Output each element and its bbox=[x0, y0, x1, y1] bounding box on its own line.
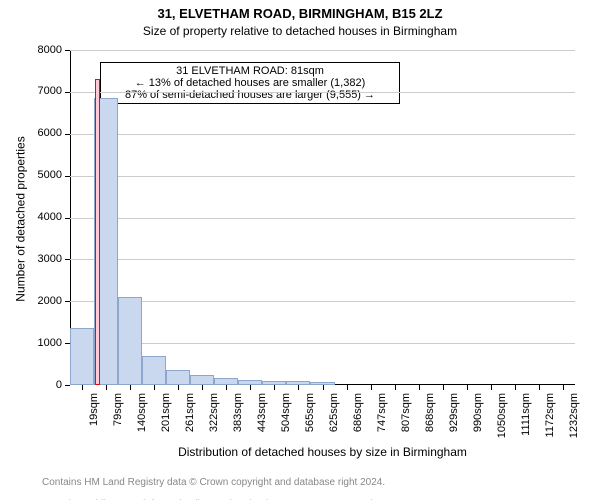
xtick-label: 79sqm bbox=[112, 393, 124, 443]
histogram-bar bbox=[214, 378, 238, 385]
xtick-mark bbox=[178, 385, 179, 390]
xtick-mark bbox=[154, 385, 155, 390]
ytick-label: 1000 bbox=[0, 337, 62, 349]
xtick-mark bbox=[491, 385, 492, 390]
annotation-box: 31 ELVETHAM ROAD: 81sqm ← 13% of detache… bbox=[100, 62, 400, 104]
chart-container: 31, ELVETHAM ROAD, BIRMINGHAM, B15 2LZ S… bbox=[0, 0, 600, 500]
xtick-label: 201sqm bbox=[160, 393, 172, 443]
xtick-mark bbox=[395, 385, 396, 390]
gridline bbox=[70, 301, 575, 302]
ytick-mark bbox=[65, 385, 70, 386]
xtick-label: 990sqm bbox=[472, 393, 484, 443]
xtick-mark bbox=[467, 385, 468, 390]
xtick-label: 868sqm bbox=[424, 393, 436, 443]
xtick-label: 807sqm bbox=[400, 393, 412, 443]
histogram-bar bbox=[166, 370, 190, 385]
ytick-label: 6000 bbox=[0, 127, 62, 139]
xtick-mark bbox=[419, 385, 420, 390]
ytick-label: 8000 bbox=[0, 44, 62, 56]
ytick-mark bbox=[65, 259, 70, 260]
histogram-bar bbox=[70, 328, 94, 385]
x-axis-label: Distribution of detached houses by size … bbox=[70, 445, 575, 459]
gridline bbox=[70, 343, 575, 344]
gridline bbox=[70, 259, 575, 260]
ytick-label: 2000 bbox=[0, 295, 62, 307]
footer-line-1: Contains HM Land Registry data © Crown c… bbox=[42, 477, 385, 488]
histogram-bar bbox=[190, 375, 214, 385]
xtick-label: 19sqm bbox=[88, 393, 100, 443]
xtick-label: 1111sqm bbox=[520, 393, 532, 443]
xtick-label: 1172sqm bbox=[544, 393, 556, 443]
xtick-mark bbox=[106, 385, 107, 390]
ytick-label: 4000 bbox=[0, 211, 62, 223]
xtick-label: 383sqm bbox=[232, 393, 244, 443]
ytick-label: 5000 bbox=[0, 169, 62, 181]
xtick-mark bbox=[298, 385, 299, 390]
xtick-label: 565sqm bbox=[304, 393, 316, 443]
ytick-mark bbox=[65, 176, 70, 177]
gridline bbox=[70, 134, 575, 135]
ytick-mark bbox=[65, 92, 70, 93]
footer-attribution: Contains HM Land Registry data © Crown c… bbox=[42, 466, 424, 500]
xtick-mark bbox=[347, 385, 348, 390]
ytick-mark bbox=[65, 218, 70, 219]
xtick-label: 504sqm bbox=[280, 393, 292, 443]
histogram-bar bbox=[142, 356, 166, 385]
xtick-mark bbox=[323, 385, 324, 390]
xtick-label: 625sqm bbox=[328, 393, 340, 443]
gridline bbox=[70, 50, 575, 51]
xtick-mark bbox=[250, 385, 251, 390]
gridline bbox=[70, 218, 575, 219]
highlight-bar bbox=[95, 79, 99, 385]
xtick-label: 747sqm bbox=[376, 393, 388, 443]
xtick-label: 443sqm bbox=[256, 393, 268, 443]
annotation-line-1: 31 ELVETHAM ROAD: 81sqm bbox=[107, 65, 393, 77]
ytick-label: 3000 bbox=[0, 253, 62, 265]
xtick-label: 1232sqm bbox=[568, 393, 580, 443]
xtick-label: 261sqm bbox=[184, 393, 196, 443]
gridline bbox=[70, 92, 575, 93]
ytick-label: 7000 bbox=[0, 85, 62, 97]
xtick-mark bbox=[563, 385, 564, 390]
xtick-mark bbox=[539, 385, 540, 390]
xtick-label: 1050sqm bbox=[496, 393, 508, 443]
ytick-label: 0 bbox=[0, 379, 62, 391]
annotation-line-2: ← 13% of detached houses are smaller (1,… bbox=[107, 77, 393, 89]
annotation-line-3: 87% of semi-detached houses are larger (… bbox=[107, 89, 393, 101]
chart-title-sub: Size of property relative to detached ho… bbox=[0, 24, 600, 38]
xtick-mark bbox=[202, 385, 203, 390]
ytick-mark bbox=[65, 134, 70, 135]
xtick-mark bbox=[443, 385, 444, 390]
xtick-mark bbox=[515, 385, 516, 390]
ytick-mark bbox=[65, 301, 70, 302]
xtick-mark bbox=[274, 385, 275, 390]
xtick-label: 322sqm bbox=[208, 393, 220, 443]
gridline bbox=[70, 176, 575, 177]
histogram-bar bbox=[118, 297, 142, 385]
xtick-label: 140sqm bbox=[136, 393, 148, 443]
xtick-mark bbox=[82, 385, 83, 390]
xtick-label: 686sqm bbox=[352, 393, 364, 443]
xtick-mark bbox=[226, 385, 227, 390]
xtick-mark bbox=[130, 385, 131, 390]
xtick-label: 929sqm bbox=[448, 393, 460, 443]
xtick-mark bbox=[371, 385, 372, 390]
chart-title-main: 31, ELVETHAM ROAD, BIRMINGHAM, B15 2LZ bbox=[0, 6, 600, 21]
ytick-mark bbox=[65, 50, 70, 51]
